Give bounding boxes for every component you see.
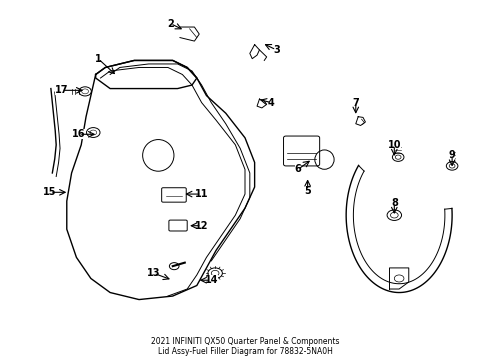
- Text: 7: 7: [352, 98, 359, 108]
- Text: 17: 17: [55, 85, 69, 95]
- Text: 6: 6: [294, 165, 301, 175]
- Text: 11: 11: [195, 189, 208, 199]
- Text: 5: 5: [304, 185, 311, 195]
- Text: 8: 8: [391, 198, 398, 208]
- Text: 2021 INFINITI QX50 Quarter Panel & Components
Lid Assy-Fuel Filler Diagram for 7: 2021 INFINITI QX50 Quarter Panel & Compo…: [151, 337, 339, 356]
- Text: 12: 12: [195, 221, 208, 231]
- Text: 14: 14: [204, 275, 218, 285]
- Text: 10: 10: [388, 140, 401, 150]
- Text: 9: 9: [449, 150, 456, 161]
- Text: 3: 3: [273, 45, 280, 55]
- Text: 4: 4: [268, 98, 275, 108]
- Text: 1: 1: [95, 54, 101, 64]
- Text: 2: 2: [167, 18, 174, 28]
- Text: 16: 16: [72, 129, 86, 139]
- Text: 15: 15: [43, 187, 57, 197]
- Text: 13: 13: [147, 268, 160, 278]
